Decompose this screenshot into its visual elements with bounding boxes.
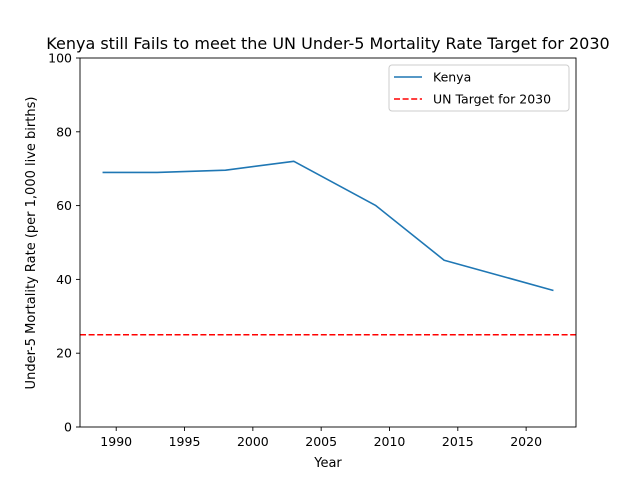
legend: Kenya UN Target for 2030 bbox=[388, 64, 570, 112]
y-tick-label: 100 bbox=[48, 51, 72, 66]
x-axis-label: Year bbox=[313, 456, 342, 471]
y-tick-label: 80 bbox=[56, 124, 72, 139]
x-tick-label: 2020 bbox=[510, 434, 542, 449]
plot-area bbox=[80, 160, 576, 336]
legend-box bbox=[388, 64, 570, 112]
x-tick-label: 2005 bbox=[305, 434, 337, 449]
chart-title: Kenya still Fails to meet the UN Under-5… bbox=[46, 34, 609, 53]
x-tick-label: 1990 bbox=[100, 434, 132, 449]
legend-label: Kenya bbox=[433, 70, 471, 85]
axes: 1990 1995 2000 2005 2010 2015 2020 0 20 40 60 80 100 bbox=[48, 51, 577, 449]
x-tick-label: 2000 bbox=[237, 434, 269, 449]
y-tick-label: 60 bbox=[56, 198, 72, 213]
y-tick-label: 40 bbox=[56, 272, 72, 287]
series-line-0 bbox=[102, 160, 554, 292]
y-tick-label: 0 bbox=[64, 420, 72, 435]
y-tick-label: 20 bbox=[56, 346, 72, 361]
x-tick-label: 2010 bbox=[374, 434, 406, 449]
plot-frame bbox=[79, 57, 577, 428]
x-tick-label: 1995 bbox=[169, 434, 201, 449]
y-axis-label: Under-5 Mortality Rate (per 1,000 live b… bbox=[24, 97, 39, 390]
legend-label: UN Target for 2030 bbox=[433, 92, 551, 107]
x-tick-label: 2015 bbox=[442, 434, 474, 449]
